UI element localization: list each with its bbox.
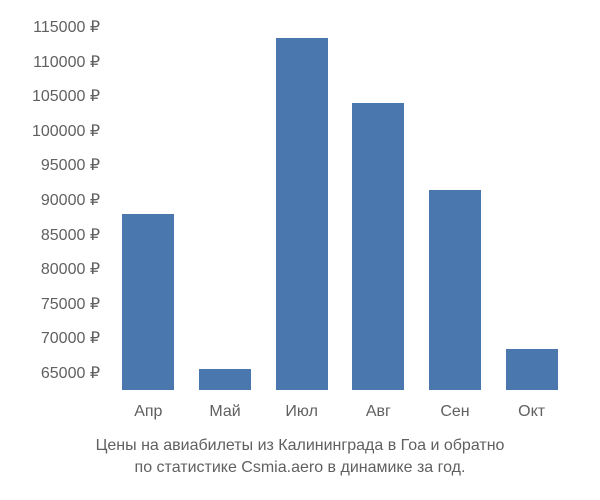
price-chart: 65000 ₽ 70000 ₽ 75000 ₽ 80000 ₽ 85000 ₽ 90000… (0, 0, 600, 500)
caption-line-2: по статистике Csmia.aero в динамике за г… (135, 459, 466, 476)
y-tick-label: 105000 ₽ (32, 86, 100, 106)
plot-area (110, 10, 570, 390)
y-tick-label: 115000 ₽ (33, 17, 100, 37)
y-tick-label: 90000 ₽ (41, 190, 100, 210)
y-tick-label: 95000 ₽ (41, 155, 100, 175)
y-axis: 65000 ₽ 70000 ₽ 75000 ₽ 80000 ₽ 85000 ₽ 90000… (0, 10, 105, 390)
bar (122, 214, 174, 390)
y-tick-label: 70000 ₽ (41, 328, 100, 348)
bar (429, 190, 481, 390)
x-tick-label: Сен (440, 403, 469, 421)
x-tick-label: Авг (366, 403, 391, 421)
x-tick-label: Июл (285, 403, 317, 421)
bar (276, 38, 328, 390)
chart-caption: Цены на авиабилеты из Калининграда в Гоа… (0, 435, 600, 480)
bar (506, 349, 558, 390)
y-tick-label: 100000 ₽ (32, 121, 100, 141)
x-tick-label: Апр (134, 403, 162, 421)
caption-line-1: Цены на авиабилеты из Калининграда в Гоа… (96, 437, 505, 454)
x-tick-label: Май (209, 403, 240, 421)
y-tick-label: 80000 ₽ (41, 259, 100, 279)
y-tick-label: 110000 ₽ (33, 52, 100, 72)
bar (352, 103, 404, 390)
x-tick-label: Окт (518, 403, 545, 421)
y-tick-label: 85000 ₽ (41, 225, 100, 245)
y-tick-label: 65000 ₽ (41, 363, 100, 383)
x-axis: Апр Май Июл Авг Сен Окт (110, 395, 570, 425)
y-tick-label: 75000 ₽ (41, 294, 100, 314)
bar (199, 369, 251, 390)
